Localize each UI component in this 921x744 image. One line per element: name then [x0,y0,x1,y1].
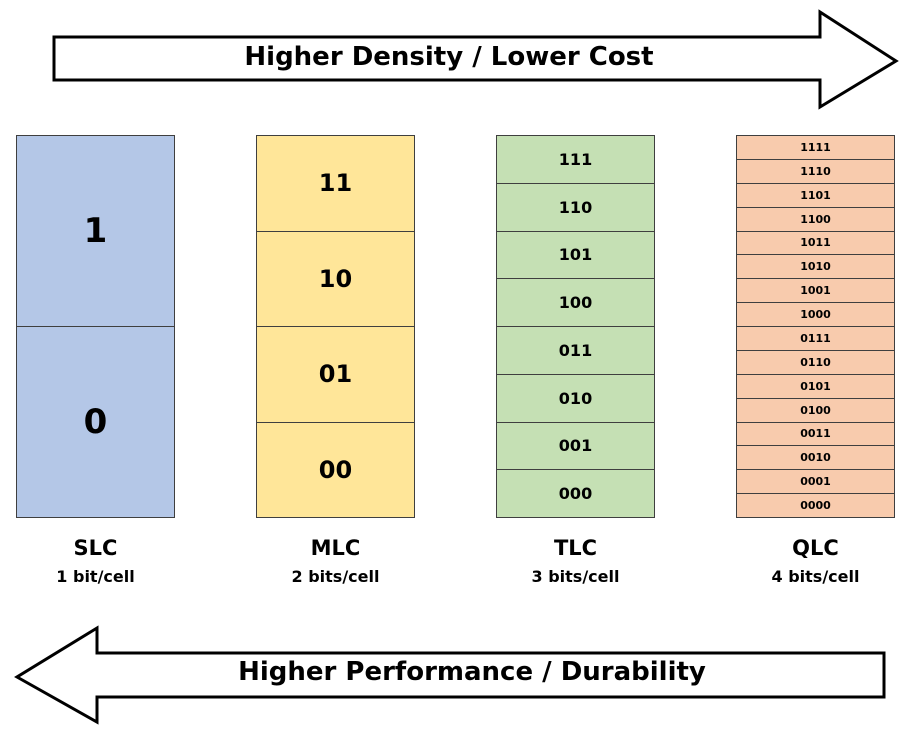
cell-level: 111 [497,136,654,184]
mlc-cell-stack: 11 10 01 00 [256,135,415,518]
cell-level: 000 [558,484,593,504]
right-arrow-icon [52,9,899,110]
cell-level: 0011 [737,423,894,447]
cell-level: 101 [497,232,654,280]
cell-level: 1110 [737,160,894,184]
cell-level: 00 [318,455,353,484]
cell-level: 0101 [737,375,894,399]
tlc-bits: 3 bits/cell [531,567,620,586]
mlc-name: MLC [310,536,361,560]
bottom-arrow-label: Higher Performance / Durability [238,657,706,687]
qlc-cell-stack: 1111 1110 1101 1100 1011 1010 1001 1000 … [736,135,895,518]
tlc-cell-stack: 111 110 101 100 011 010 001 000 [496,135,655,518]
cell-level: 010 [497,375,654,423]
cell-level: 100 [497,279,654,327]
cell-level: 0100 [737,399,894,423]
cell-level: 0001 [737,470,894,495]
cell-level: 1111 [737,136,894,160]
qlc-name: QLC [792,536,839,560]
cell-level: 011 [497,327,654,375]
cell-level: 1 [17,136,174,327]
top-arrow-label: Higher Density / Lower Cost [244,42,654,72]
cell-level: 1010 [737,255,894,280]
slc-cell-stack: 1 0 [16,135,175,518]
cell-level: 11 [257,136,414,232]
cell-level: 001 [497,423,654,471]
mlc-bits: 2 bits/cell [291,567,380,586]
cell-level: 1001 [737,279,894,304]
slc-name: SLC [73,536,118,560]
cell-level: 1000 [737,303,894,327]
slc-bits: 1 bit/cell [56,567,135,586]
cell-level: 1011 [737,232,894,256]
left-arrow-icon [14,625,886,725]
cell-level: 01 [257,327,414,423]
cell-level: 1101 [737,184,894,208]
cell-level: 0010 [737,446,894,471]
cell-level: 1100 [737,208,894,232]
cell-level: 0 [83,402,108,442]
tlc-name: TLC [553,536,598,560]
qlc-bits: 4 bits/cell [771,567,860,586]
cell-level: 0110 [737,351,894,375]
cell-level: 10 [257,232,414,327]
cell-level: 0000 [800,499,831,513]
cell-level: 110 [497,184,654,232]
cell-level: 0111 [737,327,894,351]
